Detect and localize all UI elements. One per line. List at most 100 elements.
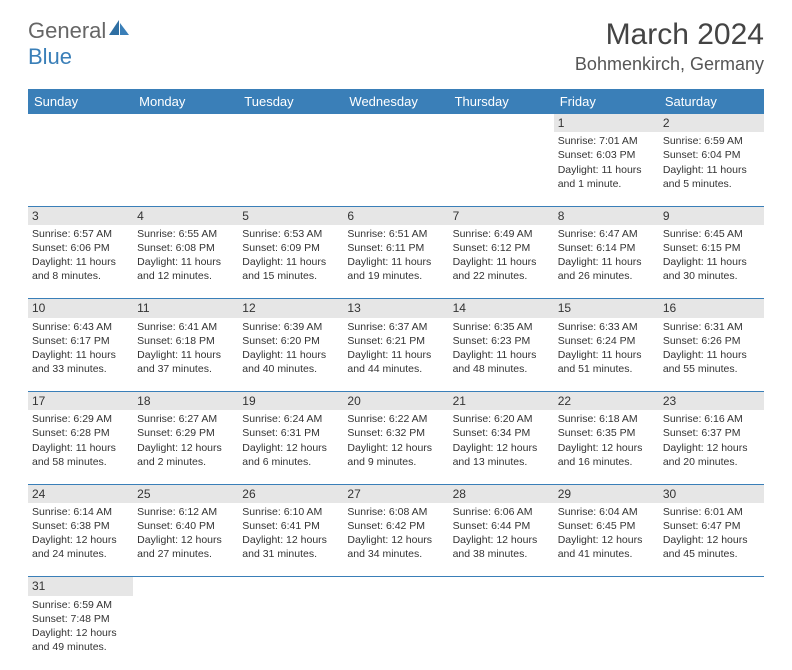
sunset-text: Sunset: 6:44 PM: [453, 519, 550, 533]
day-number-cell: 3: [28, 206, 133, 225]
daylight-text: Daylight: 11 hours: [32, 441, 129, 455]
daylight-text: Daylight: 11 hours: [242, 348, 339, 362]
weekday-header: Tuesday: [238, 89, 343, 114]
sunset-text: Sunset: 6:14 PM: [558, 241, 655, 255]
day-content-row: Sunrise: 7:01 AMSunset: 6:03 PMDaylight:…: [28, 132, 764, 206]
day-cell: [554, 596, 659, 670]
day-cell: Sunrise: 6:16 AMSunset: 6:37 PMDaylight:…: [659, 410, 764, 484]
daylight-text: Daylight: 11 hours: [663, 348, 760, 362]
daylight-text: Daylight: 12 hours: [453, 441, 550, 455]
day-cell: Sunrise: 6:39 AMSunset: 6:20 PMDaylight:…: [238, 318, 343, 392]
day-number-row: 24252627282930: [28, 484, 764, 503]
sunrise-text: Sunrise: 6:29 AM: [32, 412, 129, 426]
daylight-text: and 20 minutes.: [663, 455, 760, 469]
daylight-text: and 37 minutes.: [137, 362, 234, 376]
day-cell: [343, 132, 448, 206]
day-cell: [238, 596, 343, 670]
weekday-header: Monday: [133, 89, 238, 114]
day-number-cell: [133, 114, 238, 132]
day-cell: Sunrise: 6:01 AMSunset: 6:47 PMDaylight:…: [659, 503, 764, 577]
daylight-text: and 5 minutes.: [663, 177, 760, 191]
day-cell: Sunrise: 6:31 AMSunset: 6:26 PMDaylight:…: [659, 318, 764, 392]
day-number-cell: 13: [343, 299, 448, 318]
daylight-text: and 27 minutes.: [137, 547, 234, 561]
daylight-text: Daylight: 11 hours: [663, 255, 760, 269]
daylight-text: and 44 minutes.: [347, 362, 444, 376]
sunrise-text: Sunrise: 6:37 AM: [347, 320, 444, 334]
day-cell: Sunrise: 6:41 AMSunset: 6:18 PMDaylight:…: [133, 318, 238, 392]
daylight-text: and 12 minutes.: [137, 269, 234, 283]
sunset-text: Sunset: 6:20 PM: [242, 334, 339, 348]
daylight-text: and 38 minutes.: [453, 547, 550, 561]
day-number-cell: 1: [554, 114, 659, 132]
sunrise-text: Sunrise: 6:53 AM: [242, 227, 339, 241]
sunset-text: Sunset: 6:47 PM: [663, 519, 760, 533]
sunset-text: Sunset: 6:06 PM: [32, 241, 129, 255]
daylight-text: Daylight: 12 hours: [137, 441, 234, 455]
daylight-text: Daylight: 11 hours: [558, 348, 655, 362]
day-number-cell: [238, 114, 343, 132]
day-cell: [449, 596, 554, 670]
day-content-row: Sunrise: 6:14 AMSunset: 6:38 PMDaylight:…: [28, 503, 764, 577]
sunrise-text: Sunrise: 6:14 AM: [32, 505, 129, 519]
weekday-header: Saturday: [659, 89, 764, 114]
day-number-cell: 9: [659, 206, 764, 225]
day-number-cell: 31: [28, 577, 133, 596]
sunrise-text: Sunrise: 6:51 AM: [347, 227, 444, 241]
daylight-text: and 24 minutes.: [32, 547, 129, 561]
day-number-cell: 12: [238, 299, 343, 318]
day-number-cell: 18: [133, 392, 238, 411]
daylight-text: Daylight: 11 hours: [32, 255, 129, 269]
daylight-text: and 9 minutes.: [347, 455, 444, 469]
day-number-row: 17181920212223: [28, 392, 764, 411]
day-cell: Sunrise: 6:57 AMSunset: 6:06 PMDaylight:…: [28, 225, 133, 299]
daylight-text: and 55 minutes.: [663, 362, 760, 376]
weekday-header: Friday: [554, 89, 659, 114]
daylight-text: Daylight: 12 hours: [558, 533, 655, 547]
sunrise-text: Sunrise: 6:20 AM: [453, 412, 550, 426]
day-number-cell: 25: [133, 484, 238, 503]
daylight-text: and 22 minutes.: [453, 269, 550, 283]
daylight-text: and 58 minutes.: [32, 455, 129, 469]
sunset-text: Sunset: 6:40 PM: [137, 519, 234, 533]
daylight-text: Daylight: 12 hours: [32, 533, 129, 547]
sunrise-text: Sunrise: 6:59 AM: [32, 598, 129, 612]
day-number-cell: 7: [449, 206, 554, 225]
day-cell: Sunrise: 6:14 AMSunset: 6:38 PMDaylight:…: [28, 503, 133, 577]
day-number-cell: 19: [238, 392, 343, 411]
daylight-text: Daylight: 11 hours: [558, 163, 655, 177]
day-cell: Sunrise: 6:53 AMSunset: 6:09 PMDaylight:…: [238, 225, 343, 299]
day-content-row: Sunrise: 6:43 AMSunset: 6:17 PMDaylight:…: [28, 318, 764, 392]
sunrise-text: Sunrise: 6:27 AM: [137, 412, 234, 426]
sunrise-text: Sunrise: 6:08 AM: [347, 505, 444, 519]
sunset-text: Sunset: 6:04 PM: [663, 148, 760, 162]
daylight-text: Daylight: 12 hours: [663, 441, 760, 455]
sunrise-text: Sunrise: 6:41 AM: [137, 320, 234, 334]
day-cell: Sunrise: 6:24 AMSunset: 6:31 PMDaylight:…: [238, 410, 343, 484]
daylight-text: Daylight: 12 hours: [347, 441, 444, 455]
sunrise-text: Sunrise: 6:22 AM: [347, 412, 444, 426]
daylight-text: and 51 minutes.: [558, 362, 655, 376]
daylight-text: and 33 minutes.: [32, 362, 129, 376]
sunrise-text: Sunrise: 6:06 AM: [453, 505, 550, 519]
weekday-header: Sunday: [28, 89, 133, 114]
month-title: March 2024: [575, 18, 764, 52]
sunrise-text: Sunrise: 6:35 AM: [453, 320, 550, 334]
day-cell: Sunrise: 6:43 AMSunset: 6:17 PMDaylight:…: [28, 318, 133, 392]
daylight-text: Daylight: 12 hours: [242, 533, 339, 547]
day-cell: Sunrise: 6:10 AMSunset: 6:41 PMDaylight:…: [238, 503, 343, 577]
daylight-text: Daylight: 11 hours: [347, 348, 444, 362]
sunrise-text: Sunrise: 6:18 AM: [558, 412, 655, 426]
sunrise-text: Sunrise: 6:49 AM: [453, 227, 550, 241]
day-cell: [133, 596, 238, 670]
sunset-text: Sunset: 6:45 PM: [558, 519, 655, 533]
day-number-cell: [343, 114, 448, 132]
daylight-text: Daylight: 11 hours: [347, 255, 444, 269]
day-number-row: 12: [28, 114, 764, 132]
sunset-text: Sunset: 6:24 PM: [558, 334, 655, 348]
day-number-cell: 14: [449, 299, 554, 318]
sunrise-text: Sunrise: 6:55 AM: [137, 227, 234, 241]
day-number-cell: 24: [28, 484, 133, 503]
day-number-cell: 11: [133, 299, 238, 318]
day-cell: [343, 596, 448, 670]
